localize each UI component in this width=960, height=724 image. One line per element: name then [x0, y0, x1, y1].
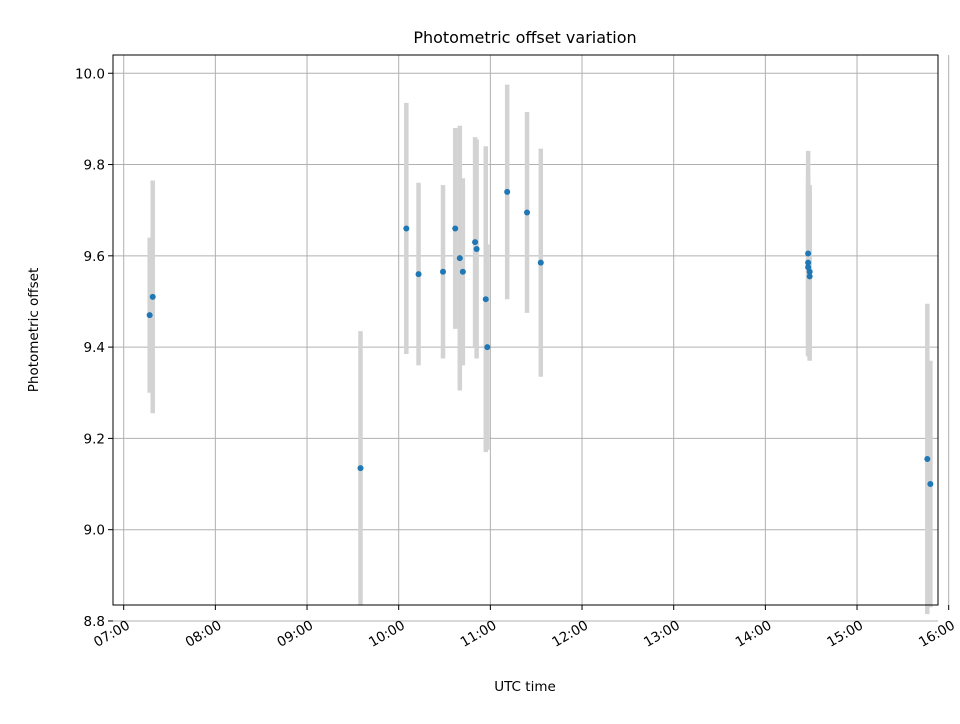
data-point — [149, 293, 156, 300]
data-point — [805, 250, 812, 257]
data-point — [472, 239, 479, 246]
data-point — [484, 344, 491, 351]
data-point — [440, 268, 446, 275]
data-point — [473, 245, 480, 252]
data-point — [806, 273, 813, 280]
x-axis-label: UTC time — [494, 679, 556, 695]
y-tick-label: 9.4 — [84, 340, 105, 356]
data-point — [504, 188, 511, 195]
data-point — [806, 268, 813, 275]
data-point — [805, 264, 812, 271]
data-point — [482, 296, 489, 303]
data-point — [927, 481, 934, 488]
chart-title: Photometric offset variation — [413, 28, 636, 47]
data-point — [924, 455, 931, 462]
grid — [113, 55, 950, 622]
data-point — [357, 465, 364, 472]
y-axis-label: Photometric offset — [26, 268, 42, 392]
data-point — [459, 268, 466, 275]
data-points — [146, 188, 934, 488]
y-tick-label: 8.8 — [84, 614, 105, 630]
y-axis: 8.8 9.0 9.2 9.4 9.6 9.8 10.0 — [75, 66, 113, 630]
data-point — [456, 255, 463, 262]
data-point — [805, 259, 812, 266]
data-point — [146, 312, 153, 319]
data-point — [452, 225, 459, 232]
y-tick-label: 9.6 — [84, 249, 105, 265]
y-tick-label: 9.8 — [84, 158, 105, 174]
y-tick-label: 9.2 — [84, 431, 105, 447]
data-point — [537, 259, 544, 266]
y-tick-label: 9.0 — [84, 523, 105, 539]
data-point — [415, 271, 422, 278]
y-tick-label: 10.0 — [75, 66, 105, 82]
plot-area-frame — [112, 54, 939, 606]
data-point — [403, 225, 410, 232]
data-point — [524, 209, 531, 216]
